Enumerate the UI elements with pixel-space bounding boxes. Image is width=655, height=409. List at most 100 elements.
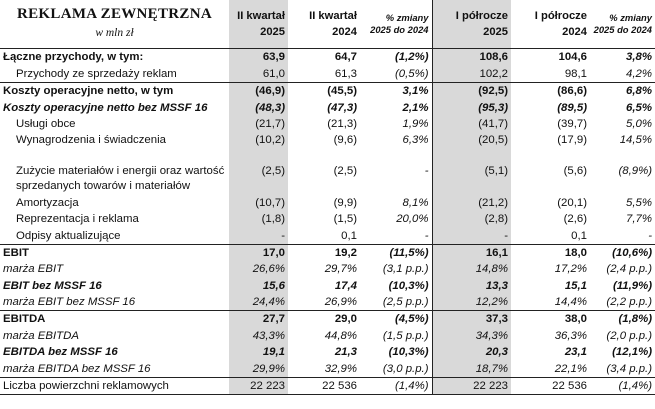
- col-header-q-change: % zmiany 2025 do 2024: [360, 0, 432, 49]
- cell-h-change: (2,4 p.p.): [606, 263, 652, 276]
- row-label: Koszty operacyjne netto, w tym: [0, 81, 229, 100]
- cell-q-change: 20,0%: [396, 213, 429, 226]
- table-row: EBIT 17,0 19,2 (11,5%) 16,1 18,0 (10,6%): [0, 243, 655, 261]
- cell-q-change: (10,3%): [388, 346, 429, 359]
- cell-h-change: (1,8%): [590, 310, 655, 328]
- cell-q-change: (10,3%): [388, 279, 429, 292]
- cell-q-change: (2,5 p.p.): [382, 296, 429, 309]
- cell-q2-2024: 61,3: [334, 67, 357, 80]
- table-row: Wynagrodzenia i świadczenia (10,2) (9,6)…: [0, 131, 655, 149]
- cell-q-change: (3,0 p.p.): [382, 362, 429, 375]
- cell-h1-2025: 102,2: [431, 65, 511, 83]
- col-header-h-change: % zmiany 2025 do 2024: [590, 0, 655, 49]
- cell-h1-2024: 104,6: [511, 48, 590, 66]
- cell-q2-2024: (9,9): [333, 196, 357, 209]
- cell-h-change: (1,4%): [590, 376, 655, 396]
- row-label: marża EBITDA: [3, 329, 79, 342]
- cell-q2-2025: (48,3): [229, 99, 288, 116]
- cell-h1-2025: (92,5): [431, 81, 511, 100]
- cell-h1-2025: (2,8): [431, 210, 511, 228]
- cell-q-change: 2,1%: [402, 101, 429, 114]
- table-row: Odpisy aktualizujące - 0,1 - - 0,1 -: [0, 227, 655, 245]
- cell-q-change: 1,9%: [402, 117, 429, 130]
- cell-q-change: (1,2%): [360, 48, 432, 66]
- cell-h-change: 5,0%: [626, 117, 652, 130]
- cell-q2-2025: 17,0: [229, 243, 288, 261]
- cell-h1-2024: (20,1): [557, 196, 587, 209]
- cell-q2-2024: 26,9%: [324, 296, 357, 309]
- cell-q2-2024: 0,1: [341, 229, 357, 242]
- cell-h1-2024: 23,1: [564, 346, 587, 359]
- cell-h-change: 7,7%: [626, 213, 652, 226]
- table-row: Przychody ze sprzedaży reklam 61,0 61,3 …: [0, 65, 655, 83]
- cell-q-change: -: [424, 229, 429, 242]
- cell-h1-2025: (95,3): [431, 99, 511, 116]
- cell-h1-2024: 15,1: [564, 279, 587, 292]
- cell-q-change: (1,5 p.p.): [382, 329, 429, 342]
- col-header-q2-2025: II kwartał 2025: [229, 0, 288, 49]
- table-row: Reprezentacja i reklama (1,8) (1,5) 20,0…: [0, 210, 655, 228]
- table-row: marża EBIT 26,6% 29,7% (3,1 p.p.) 14,8% …: [0, 260, 655, 278]
- table-row: Łączne przychody, w tym: 63,9 64,7 (1,2%…: [0, 48, 655, 66]
- cell-q2-2024: 17,4: [334, 279, 357, 292]
- cell-q2-2025: 24,4%: [229, 293, 288, 311]
- cell-q2-2024: (9,6): [333, 134, 357, 147]
- table-row: Koszty operacyjne netto, w tym (46,9) (4…: [0, 81, 655, 100]
- cell-q2-2025: -: [229, 227, 288, 245]
- cell-h1-2024: 17,2%: [554, 263, 587, 276]
- cell-q-change: (0,5%): [394, 67, 429, 80]
- table-row: marża EBITDA bez MSSF 16 29,9% 32,9% (3,…: [0, 360, 655, 378]
- cell-q2-2024: (1,5): [333, 213, 357, 226]
- table-subtitle: w mln zł: [95, 27, 134, 39]
- cell-h1-2025: 37,3: [431, 310, 511, 328]
- row-label: EBITDA: [0, 310, 229, 328]
- cell-q2-2025: 15,6: [229, 277, 288, 294]
- cell-h-change: (2,0 p.p.): [606, 329, 652, 342]
- cell-q2-2025: 29,9%: [229, 360, 288, 378]
- table-row: Koszty operacyjne netto bez MSSF 16 (48,…: [0, 99, 655, 116]
- cell-q-change: (11,5%): [360, 243, 432, 261]
- cell-h1-2024: (39,7): [557, 117, 587, 130]
- cell-h1-2024: 36,3%: [554, 329, 587, 342]
- cell-h1-2025: (20,5): [431, 131, 511, 149]
- cell-q-change: (3,1 p.p.): [382, 263, 429, 276]
- cell-h-change: (3,4 p.p.): [606, 362, 652, 375]
- row-label: EBITDA bez MSSF 16: [3, 346, 118, 359]
- cell-h1-2024: (89,5): [557, 101, 587, 114]
- cell-h1-2024: 98,1: [564, 67, 587, 80]
- cell-q2-2024: 21,3: [334, 346, 357, 359]
- table-row: EBIT bez MSSF 16 15,6 17,4 (10,3%) 13,3 …: [0, 277, 655, 294]
- col-header-h1-2024: I półrocze 2024: [511, 0, 590, 49]
- cell-q-change: 8,1%: [402, 196, 429, 209]
- cell-q2-2024: 32,9%: [324, 362, 357, 375]
- cell-h1-2025: 14,8%: [431, 260, 511, 278]
- cell-q2-2025: 26,6%: [229, 260, 288, 278]
- cell-h1-2025: (21,2): [431, 194, 511, 211]
- cell-q2-2024: 44,8%: [324, 329, 357, 342]
- cell-h1-2025: 18,7%: [431, 360, 511, 378]
- cell-h1-2024: (86,6): [511, 81, 590, 100]
- cell-h-change: (2,2 p.p.): [606, 296, 652, 309]
- table-title-cell: REKLAMA ZEWNĘTRZNA w mln zł: [0, 0, 229, 49]
- table-row: marża EBITDA 43,3% 44,8% (1,5 p.p.) 34,3…: [0, 327, 655, 344]
- table-row: Amortyzacja (10,7) (9,9) 8,1% (21,2) (20…: [0, 194, 655, 211]
- cell-q2-2025: 43,3%: [229, 327, 288, 344]
- cell-q2-2025: (21,7): [229, 115, 288, 132]
- cell-q2-2025: (10,2): [229, 131, 288, 149]
- table-row: marża EBIT bez MSSF 16 24,4% 26,9% (2,5 …: [0, 293, 655, 311]
- cell-q2-2024: (2,5): [333, 164, 357, 177]
- cell-q-change: 3,1%: [360, 81, 432, 100]
- cell-q2-2024: 19,2: [288, 243, 360, 261]
- cell-h1-2025: 12,2%: [431, 293, 511, 311]
- cell-h1-2025: 108,6: [431, 48, 511, 66]
- cell-h1-2025: -: [431, 227, 511, 245]
- cell-h-change: (8,9%): [618, 164, 652, 177]
- cell-h1-2025: 16,1: [431, 243, 511, 261]
- row-label: Usługi obce: [16, 117, 76, 130]
- cell-h-change: (12,1%): [612, 346, 652, 359]
- cell-q-change: (1,4%): [360, 376, 432, 396]
- cell-q2-2024: 22 536: [288, 376, 360, 396]
- row-label: Wynagrodzenia i świadczenia: [16, 134, 166, 147]
- cell-h-change: 14,5%: [619, 134, 652, 147]
